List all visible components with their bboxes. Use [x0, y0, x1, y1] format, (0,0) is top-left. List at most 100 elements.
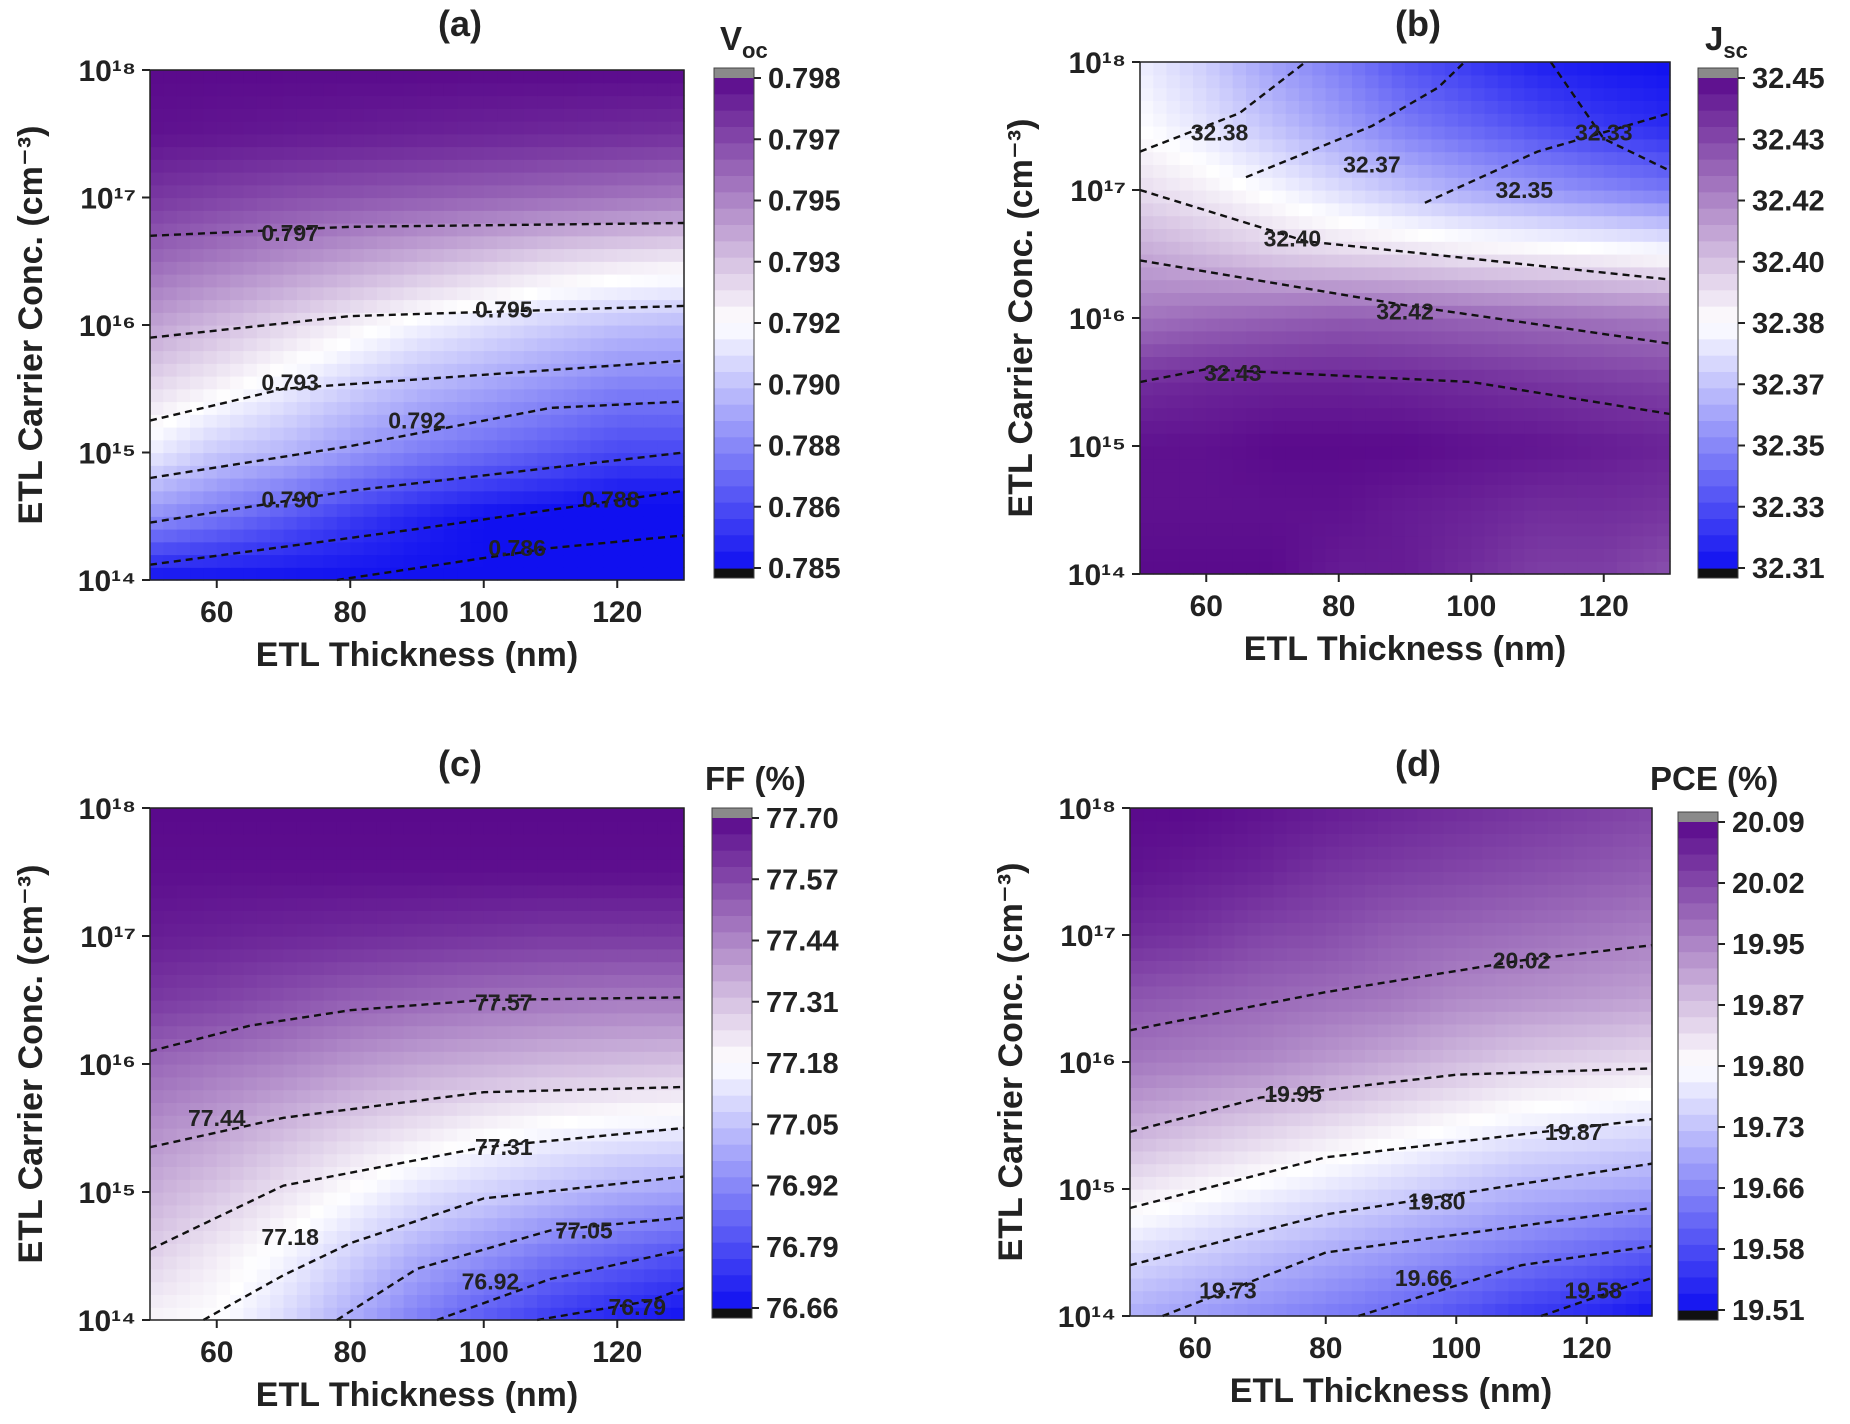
colorbar-segment [714, 192, 754, 210]
heatmap-cell [310, 1089, 325, 1103]
heatmap-cell [430, 1025, 445, 1039]
heatmap-cell [1259, 254, 1274, 268]
heatmap-cell [150, 95, 164, 109]
heatmap-cell [230, 1153, 245, 1167]
heatmap-cell [643, 884, 658, 899]
heatmap-cell [577, 286, 592, 301]
heatmap-cell [630, 961, 645, 975]
heatmap-cell [1524, 407, 1539, 421]
heatmap-cell [630, 376, 645, 390]
heatmap-cell [523, 1179, 538, 1193]
heatmap-cell [243, 808, 258, 822]
heatmap-cell [403, 541, 418, 556]
colorbar-segment [714, 306, 754, 324]
y-axis-title: ETL Carrier Conc. (cm⁻³) [12, 126, 50, 525]
heatmap-cell [1299, 113, 1313, 127]
heatmap-cell [1378, 279, 1393, 293]
heatmap-cell [1603, 394, 1618, 409]
heatmap-cell [1179, 305, 1194, 319]
heatmap-cell [163, 1012, 178, 1027]
heatmap-cell [310, 859, 325, 873]
heatmap-cell [190, 350, 204, 364]
heatmap-cell [657, 1281, 672, 1295]
heatmap-cell [1219, 382, 1234, 396]
heatmap-cell [310, 286, 325, 301]
heatmap-cell [270, 923, 285, 937]
heatmap-cell [417, 82, 431, 97]
heatmap-cell [1259, 62, 1274, 76]
heatmap-cell [176, 974, 191, 988]
heatmap-cell [563, 1281, 578, 1295]
heatmap-cell [296, 172, 311, 186]
heatmap-cell [443, 465, 458, 479]
heatmap-cell [430, 567, 445, 581]
heatmap-cell [216, 923, 231, 937]
heatmap-cell [577, 312, 592, 326]
heatmap-cell [577, 974, 592, 988]
heatmap-cell [470, 414, 485, 428]
heatmap-cell [216, 248, 231, 262]
heatmap-cell [457, 961, 471, 975]
heatmap-cell [176, 414, 191, 428]
heatmap-cell [243, 859, 258, 873]
heatmap-cell [590, 1115, 605, 1129]
heatmap-cell [1166, 74, 1181, 89]
heatmap-cell [577, 1179, 592, 1193]
heatmap-cell [190, 846, 204, 860]
heatmap-cell [523, 146, 538, 160]
heatmap-cell [443, 388, 458, 403]
y-tick-label: 10¹⁶ [79, 310, 136, 343]
heatmap-cell [1550, 356, 1565, 370]
heatmap-cell [150, 529, 164, 543]
heatmap-cell [510, 452, 525, 466]
heatmap-cell [617, 248, 632, 262]
heatmap-cell [1272, 382, 1287, 396]
heatmap-cell [150, 923, 164, 937]
heatmap-cell [1471, 497, 1486, 511]
heatmap-cell [550, 1064, 565, 1078]
heatmap-cell [176, 1204, 191, 1219]
heatmap-cell [510, 312, 525, 326]
heatmap-cell [1537, 164, 1552, 178]
heatmap-cell [497, 1230, 512, 1244]
heatmap-cell [1418, 202, 1433, 217]
heatmap-cell [363, 337, 378, 352]
heatmap-cell [403, 1140, 418, 1155]
heatmap-cell [1206, 279, 1221, 293]
heatmap-cell [376, 376, 391, 390]
heatmap-cell [430, 427, 445, 441]
heatmap-cell [617, 427, 632, 441]
heatmap-cell [283, 1128, 298, 1142]
heatmap-cell [537, 388, 552, 403]
heatmap-cell [443, 1166, 458, 1180]
heatmap-cell [510, 1102, 525, 1116]
heatmap-cell [1365, 266, 1380, 281]
heatmap-cell [230, 1012, 245, 1027]
heatmap-cell [1299, 561, 1313, 575]
heatmap-cell [443, 1128, 458, 1142]
heatmap-cell [643, 1012, 658, 1027]
heatmap-cell [1643, 471, 1658, 485]
heatmap-cell [1484, 548, 1499, 562]
heatmap-cell [550, 948, 565, 963]
heatmap-cell [1272, 254, 1287, 268]
heatmap-cell [510, 1268, 525, 1283]
heatmap-cell [497, 1102, 512, 1116]
heatmap-cell [630, 337, 645, 352]
heatmap-cell [550, 808, 565, 822]
heatmap-cell [1365, 407, 1380, 421]
heatmap-cell [563, 350, 578, 364]
heatmap-cell [457, 872, 471, 886]
heatmap-cell [376, 1268, 391, 1283]
heatmap-cell [190, 439, 204, 454]
heatmap-cell [296, 554, 311, 568]
heatmap-cell [430, 961, 445, 975]
heatmap-cell [363, 121, 378, 135]
heatmap-cell [176, 897, 191, 911]
heatmap-cell [1338, 535, 1353, 549]
heatmap-cell [296, 936, 311, 950]
heatmap-cell [1299, 87, 1313, 101]
heatmap-cell [1140, 177, 1154, 191]
heatmap-cell [550, 1000, 565, 1014]
heatmap-cell [310, 414, 325, 428]
